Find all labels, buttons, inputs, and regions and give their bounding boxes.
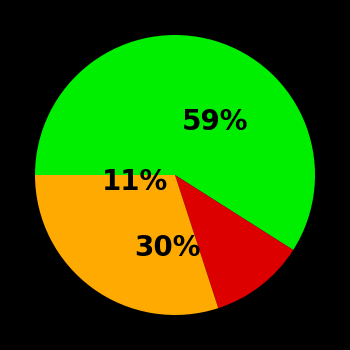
Wedge shape — [35, 175, 218, 315]
Wedge shape — [35, 35, 315, 250]
Text: 59%: 59% — [182, 108, 248, 136]
Text: 30%: 30% — [134, 234, 200, 262]
Wedge shape — [175, 175, 293, 308]
Text: 11%: 11% — [102, 168, 168, 196]
